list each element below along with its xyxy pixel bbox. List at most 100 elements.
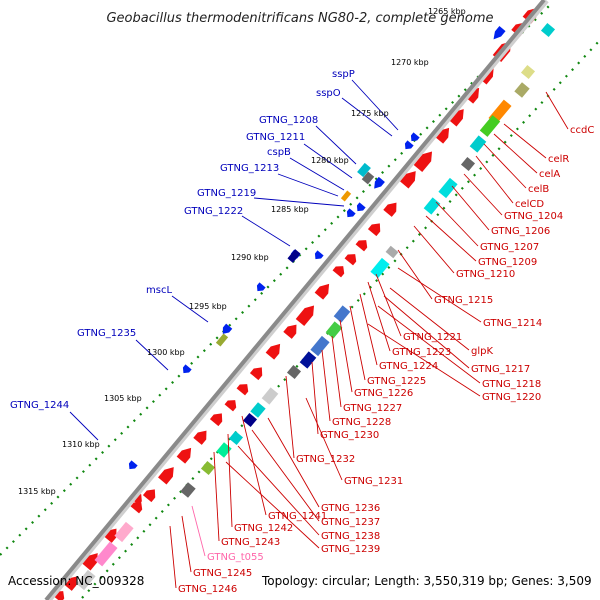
gene-block — [370, 257, 390, 279]
gene-block — [340, 190, 352, 202]
reverse-gene-arrow — [265, 343, 281, 360]
reverse-gene-arrow — [209, 413, 223, 427]
reverse-gene-arrow — [344, 254, 357, 266]
gene-block — [514, 82, 530, 98]
label-leaders — [69, 79, 569, 589]
reverse-gene-arrow — [224, 400, 237, 412]
label-leader — [413, 225, 455, 274]
gene-block — [438, 177, 458, 199]
label-leader — [339, 319, 353, 393]
gene-label-GTNG_1208: GTNG_1208 — [259, 115, 318, 126]
scale-label-1300: 1300 kbp — [147, 348, 185, 357]
label-leader — [359, 293, 378, 366]
label-leader — [227, 433, 233, 528]
label-leader — [375, 273, 402, 337]
gene-label-GTNG_1244: GTNG_1244 — [10, 400, 69, 411]
scale-label-1285: 1285 kbp — [271, 205, 309, 214]
gene-label-GTNG_1232: GTNG_1232 — [296, 454, 355, 465]
gene-block — [520, 64, 536, 80]
reverse-gene-arrow — [400, 171, 416, 189]
reverse-gene-arrow — [193, 430, 207, 445]
gene-label-GTNG_1204: GTNG_1204 — [504, 211, 563, 222]
reverse-gene-arrow — [82, 553, 98, 571]
gene-label-GTNG_1239: GTNG_1239 — [321, 544, 380, 555]
label-leader — [435, 201, 479, 247]
gene-block — [333, 305, 351, 323]
label-leader — [169, 525, 177, 589]
gene-block — [114, 521, 134, 543]
gene-label-celCD: celCD — [515, 199, 544, 210]
gene-label-GTNG_1211: GTNG_1211 — [246, 132, 305, 143]
gene-block — [460, 156, 476, 172]
label-leader — [493, 133, 538, 174]
gene-block — [287, 249, 301, 263]
reverse-gene-arrow — [332, 266, 345, 278]
label-leader — [383, 295, 470, 369]
gene-label-GTNG_1228: GTNG_1228 — [332, 417, 391, 428]
gene-label-GTNG_t055: GTNG_t055 — [207, 552, 264, 563]
label-leader — [397, 267, 482, 323]
gene-label-GTNG_1238: GTNG_1238 — [321, 531, 380, 542]
gene-label-GTNG_1207: GTNG_1207 — [480, 242, 539, 253]
reverse-gene-arrow — [176, 447, 192, 464]
label-leader — [267, 417, 320, 508]
scale-labels: 1265 kbp 1270 kbp 1275 kbp 1280 kbp 1285… — [18, 7, 466, 496]
forward-gene-arrow — [356, 202, 366, 212]
gene-label-celR: celR — [548, 154, 569, 165]
reverse-gene-arrow — [383, 202, 397, 217]
reverse-gene-arrow — [314, 283, 330, 300]
label-leader — [341, 97, 393, 137]
reverse-gene-arrow — [236, 384, 249, 396]
reverse-gene-arrow — [142, 489, 156, 503]
genome-backbone — [44, 0, 546, 600]
gene-block — [385, 245, 399, 259]
label-leader — [213, 451, 220, 542]
label-leader — [463, 173, 503, 216]
gene-label-GTNG_1242: GTNG_1242 — [234, 523, 293, 534]
label-leader — [171, 295, 209, 323]
label-leader — [503, 123, 547, 159]
gene-block — [540, 22, 556, 38]
gene-label-GTNG_1236: GTNG_1236 — [321, 503, 380, 514]
label-leader — [285, 375, 295, 459]
gene-label-ccdC: ccdC — [570, 125, 594, 136]
reverse-gene-arrow — [464, 87, 480, 104]
gene-block — [242, 412, 258, 428]
label-leader — [545, 91, 569, 130]
label-leader — [237, 445, 320, 536]
scale-label-1290: 1290 kbp — [231, 253, 269, 262]
inner-tick-track — [81, 39, 600, 599]
scale-label-1280: 1280 kbp — [311, 156, 349, 165]
gene-block — [310, 335, 330, 357]
forward-gene-arrow — [410, 132, 420, 142]
label-leader — [425, 215, 477, 262]
gene-block — [469, 135, 487, 153]
label-leader — [303, 143, 353, 179]
gene-label-GTNG_1217: GTNG_1217 — [471, 364, 530, 375]
accession-text: Accession: NC_009328 — [8, 574, 144, 588]
forward-gene-arrow — [182, 364, 192, 374]
gene-block — [215, 333, 229, 347]
reverse-gene-arrow — [295, 305, 315, 326]
gene-label-mscL: mscL — [146, 285, 172, 296]
gene-block — [180, 482, 196, 498]
gene-block — [216, 442, 232, 458]
scale-label-1305: 1305 kbp — [104, 394, 142, 403]
gene-block — [361, 171, 375, 185]
label-leader — [367, 281, 391, 352]
label-leader — [397, 249, 433, 300]
label-leader — [69, 411, 99, 441]
gene-block — [357, 162, 371, 178]
reverse-gene-arrow — [249, 367, 263, 381]
forward-gene-arrow — [222, 323, 233, 334]
reverse-gene-arrow — [434, 127, 450, 144]
gene-label-sspP: sspP — [332, 69, 355, 80]
gene-label-GTNG_1231: GTNG_1231 — [344, 476, 403, 487]
gene-label-GTNG_1227: GTNG_1227 — [343, 403, 402, 414]
gene-block — [261, 387, 279, 405]
label-leader — [251, 429, 320, 522]
gene-label-GTNG_1243: GTNG_1243 — [221, 537, 280, 548]
gene-block — [228, 430, 244, 446]
forward-gene-arrow — [128, 460, 138, 470]
